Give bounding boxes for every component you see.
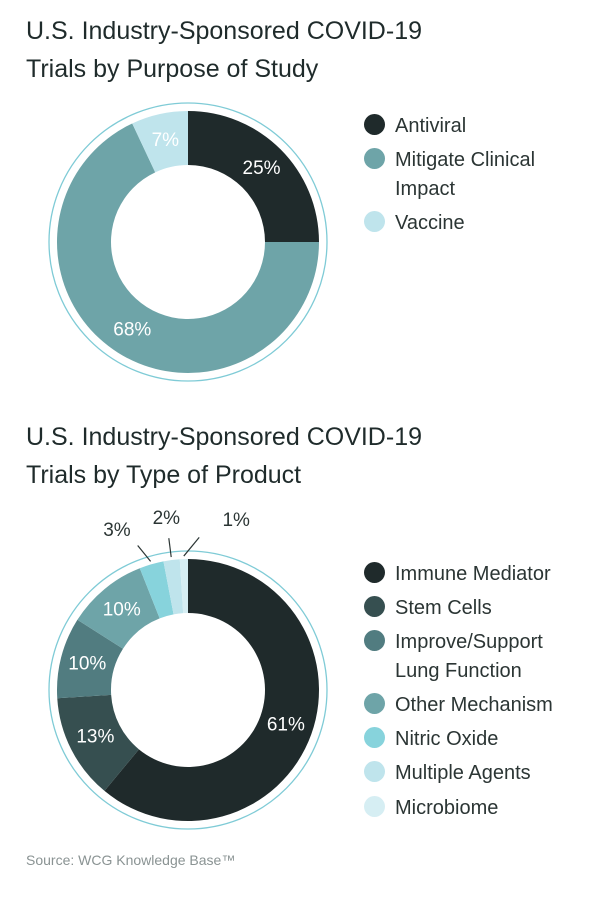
chart-2-leader-line-5 (168, 538, 172, 558)
chart-2-legend-swatch (364, 727, 385, 748)
chart-2-legend-label: Microbiome (395, 794, 498, 823)
chart-1-outer-ring (48, 102, 328, 382)
chart-2-slice-improve-support-lung-function (57, 619, 123, 699)
chart-2-slice-other-mechanism (77, 568, 160, 649)
chart-2-legend-label-line: Immune Mediator (395, 563, 551, 585)
chart-2-leader-line-4 (137, 545, 152, 562)
chart-2-legend-item: Nitric Oxide (364, 725, 498, 754)
chart-1-legend-item: Antiviral (364, 112, 466, 141)
source-note: Source: WCG Knowledge Base™ (26, 852, 236, 868)
chart-2-legend-swatch (364, 761, 385, 782)
chart-1-data-label-0: 25% (243, 158, 281, 179)
chart-2-legend-item: Improve/Support Lung Function (364, 628, 543, 686)
chart-2-legend-label-line: Improve/Support (395, 631, 543, 653)
chart-2-legend-item: Immune Mediator (364, 560, 551, 589)
chart-2-legend-swatch (364, 562, 385, 583)
chart-1-slice-mitigate-clinical-impact (57, 123, 320, 373)
chart-1-legend-label: Vaccine (395, 209, 465, 238)
chart-1-title-line-1: U.S. Industry-Sponsored COVID-19 (26, 17, 422, 45)
chart-1-title-line-2: Trials by Purpose of Study (26, 55, 319, 83)
chart-1-legend-label-line: Impact (395, 178, 456, 200)
chart-1-legend-item: Mitigate Clinical Impact (364, 146, 535, 204)
chart-1-data-label-1: 68% (113, 319, 151, 340)
chart-2-legend-swatch (364, 596, 385, 617)
chart-1-legend-label-line: Vaccine (395, 212, 465, 234)
chart-2-legend-label-line: Lung Function (395, 660, 522, 682)
chart-2-slice-multiple-agents (163, 559, 184, 615)
chart-2-legend-label: Other Mechanism (395, 691, 553, 720)
chart-1-legend-swatch (364, 148, 385, 169)
chart-2-legend-item: Microbiome (364, 794, 498, 823)
chart-1-legend-label-line: Antiviral (395, 115, 467, 137)
chart-2-legend-label-line: Stem Cells (395, 597, 492, 619)
chart-2-legend-item: Stem Cells (364, 594, 492, 623)
chart-1-slice-vaccine (132, 111, 188, 173)
chart-2-legend-item: Multiple Agents (364, 759, 531, 788)
chart-1-data-label-2: 7% (152, 130, 180, 151)
chart-2-legend-swatch (364, 630, 385, 651)
chart-1-legend-label: Antiviral (395, 112, 466, 141)
chart-2-legend-label: Improve/Support Lung Function (395, 628, 543, 686)
chart-2-leader-line-6 (183, 537, 200, 557)
chart-2-title-line-1: U.S. Industry-Sponsored COVID-19 (26, 423, 422, 451)
chart-2-legend-label-line: Multiple Agents (395, 762, 531, 784)
purpose-of-study-donut-chart: 25% 68% 7% (48, 102, 328, 382)
chart-2-data-label-0: 61% (267, 715, 305, 736)
chart-2-legend-swatch (364, 693, 385, 714)
chart-2-data-label-1: 13% (76, 727, 114, 748)
chart-1-legend-label-line: Mitigate Clinical (395, 149, 536, 171)
chart-2-slice-immune-mediator (104, 559, 319, 821)
chart-1-slice-antiviral (188, 111, 319, 242)
chart-2-data-label-6: 1% (222, 510, 250, 531)
chart-1-title: U.S. Industry-Sponsored COVID-19 Trials … (26, 12, 422, 88)
chart-1-legend-label: Mitigate Clinical Impact (395, 146, 535, 204)
chart-2-legend-label: Nitric Oxide (395, 725, 498, 754)
chart-2-legend-label-line: Nitric Oxide (395, 728, 499, 750)
chart-2-slice-microbiome (179, 559, 188, 614)
chart-1-legend-item: Vaccine (364, 209, 465, 238)
chart-2-data-label-5: 2% (153, 508, 181, 529)
chart-2-legend-label-line: Microbiome (395, 797, 499, 819)
chart-2-data-label-4: 3% (103, 520, 131, 541)
chart-2-title: U.S. Industry-Sponsored COVID-19 Trials … (26, 418, 422, 494)
chart-2-slice-nitric-oxide (139, 561, 174, 619)
chart-2-data-label-2: 10% (68, 654, 106, 675)
chart-2-slice-stem-cells (57, 694, 139, 791)
chart-1-legend-swatch (364, 211, 385, 232)
chart-2-legend-label: Multiple Agents (395, 759, 531, 788)
chart-2-legend-label-line: Other Mechanism (395, 694, 553, 716)
chart-2-legend-label: Immune Mediator (395, 560, 551, 589)
chart-2-title-line-2: Trials by Type of Product (26, 461, 302, 489)
chart-1-legend-swatch (364, 114, 385, 135)
chart-2-legend-item: Other Mechanism (364, 691, 553, 720)
chart-2-legend-swatch (364, 796, 385, 817)
chart-2-legend-label: Stem Cells (395, 594, 492, 623)
chart-2-data-label-3: 10% (103, 599, 141, 620)
